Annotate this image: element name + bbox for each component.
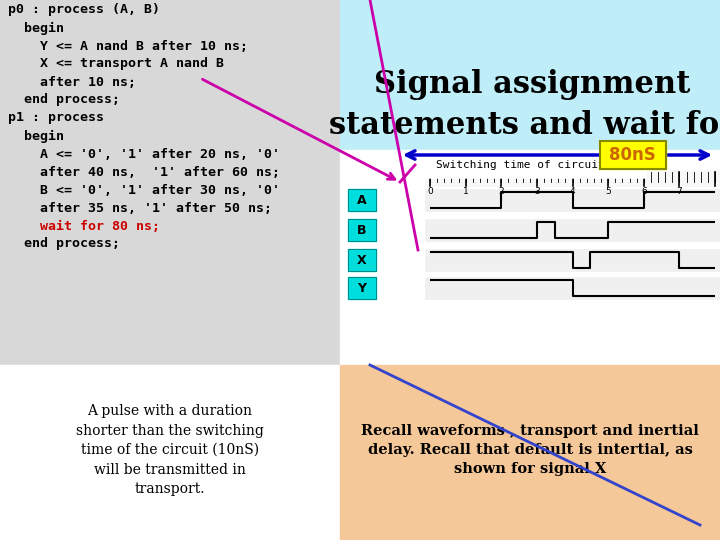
Text: X: X <box>357 253 366 267</box>
Bar <box>425 170 720 186</box>
Bar <box>600 141 665 169</box>
Text: end process;: end process; <box>8 93 120 106</box>
Text: wait for 80 ns;: wait for 80 ns; <box>8 219 160 233</box>
Bar <box>348 277 376 299</box>
Bar <box>348 219 376 241</box>
Text: Y <= A nand B after 10 ns;: Y <= A nand B after 10 ns; <box>8 39 248 52</box>
Text: end process;: end process; <box>8 238 120 251</box>
Bar <box>0 365 340 540</box>
Text: begin: begin <box>8 22 64 35</box>
Bar <box>348 249 376 271</box>
Bar <box>340 365 720 540</box>
Bar <box>425 219 720 241</box>
Text: 7: 7 <box>677 187 683 196</box>
Text: B <= '0', '1' after 30 ns, '0': B <= '0', '1' after 30 ns, '0' <box>8 184 280 197</box>
Bar <box>340 0 720 150</box>
Text: 6: 6 <box>641 187 647 196</box>
Bar <box>425 277 720 299</box>
Text: after 10 ns;: after 10 ns; <box>8 76 136 89</box>
Text: X <= transport A nand B: X <= transport A nand B <box>8 57 224 71</box>
Text: after 40 ns,  '1' after 60 ns;: after 40 ns, '1' after 60 ns; <box>8 165 280 179</box>
Bar <box>348 189 376 211</box>
Text: B: B <box>357 224 366 237</box>
Bar <box>348 189 376 211</box>
Text: Switching time of circuit p0: Switching time of circuit p0 <box>436 160 624 170</box>
Bar <box>348 249 376 271</box>
Text: after 35 ns, '1' after 50 ns;: after 35 ns, '1' after 50 ns; <box>8 201 272 214</box>
Text: A: A <box>357 193 366 206</box>
Bar <box>425 249 720 271</box>
Text: 4: 4 <box>570 187 575 196</box>
Text: statements and wait for: statements and wait for <box>329 110 720 140</box>
Text: 80nS: 80nS <box>609 146 656 164</box>
Text: begin: begin <box>8 130 64 143</box>
Text: 5: 5 <box>606 187 611 196</box>
Bar <box>348 219 376 241</box>
Text: Signal assignment: Signal assignment <box>374 70 690 100</box>
Text: A pulse with a duration
shorter than the switching
time of the circuit (10nS)
wi: A pulse with a duration shorter than the… <box>76 404 264 496</box>
Text: 0: 0 <box>427 187 433 196</box>
Text: 2: 2 <box>498 187 504 196</box>
Text: 1: 1 <box>463 187 469 196</box>
Text: Recall waveforms , transport and inertial
delay. Recall that default is intertia: Recall waveforms , transport and inertia… <box>361 423 699 476</box>
Text: p0 : process (A, B): p0 : process (A, B) <box>8 3 160 17</box>
Bar <box>340 150 720 365</box>
Text: p1 : process: p1 : process <box>8 111 104 125</box>
Text: 3: 3 <box>534 187 540 196</box>
Bar <box>0 0 340 365</box>
Bar <box>600 141 665 169</box>
Text: A <= '0', '1' after 20 ns, '0': A <= '0', '1' after 20 ns, '0' <box>8 147 280 160</box>
Bar <box>415 153 645 177</box>
Bar <box>348 277 376 299</box>
Text: Y: Y <box>358 281 366 294</box>
Bar <box>425 189 720 211</box>
